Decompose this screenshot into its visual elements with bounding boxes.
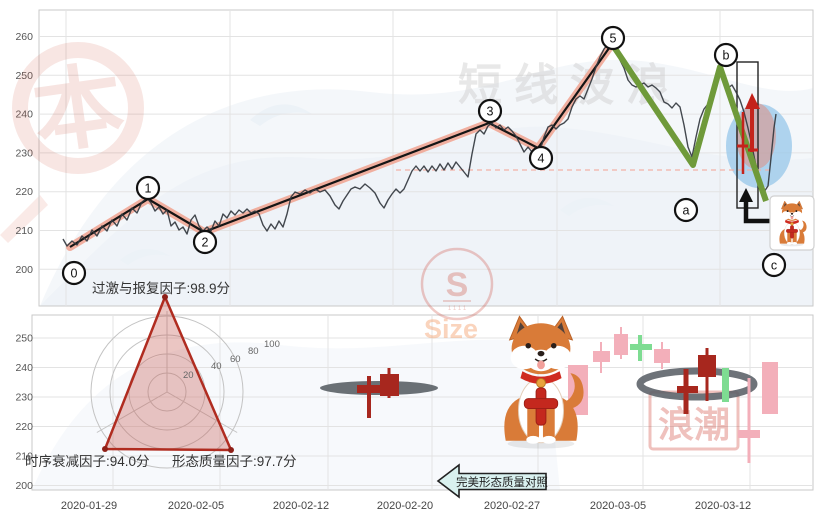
wave-label-5: 5 bbox=[600, 25, 626, 51]
wave-label-circle bbox=[528, 145, 554, 171]
compare-quality-label: 完美形态质量对照 bbox=[456, 475, 548, 489]
wave-label-text: a bbox=[683, 204, 690, 218]
seal-watermarks: 本 短线波浪 S 1 1 1 1 Size 浪潮 bbox=[12, 42, 740, 451]
candle-body bbox=[593, 351, 610, 362]
factor-score-label: 过激与报复因子:98.9分 bbox=[92, 280, 230, 296]
wave-label-circle bbox=[673, 197, 699, 223]
grid-layer: 2602502402302202102002502402302202102002… bbox=[15, 9, 814, 512]
y-tick-label: 210 bbox=[15, 451, 33, 463]
wave-label-b: b bbox=[713, 42, 739, 68]
wave-label-text: b bbox=[723, 49, 730, 63]
size-watermark: Size bbox=[424, 314, 478, 344]
y-tick-label: 200 bbox=[15, 480, 33, 492]
y-tick-label: 230 bbox=[15, 392, 33, 404]
wave-label-circle bbox=[477, 98, 503, 124]
bottom-seal-text: 浪潮 bbox=[658, 404, 730, 445]
y-tick-label: 200 bbox=[15, 264, 33, 276]
candle-body bbox=[630, 344, 652, 350]
chart-layer: 20406080100过激与报复因子:98.9分形态质量因子:97.7分时序衰减… bbox=[25, 25, 792, 469]
corner-seal-icon bbox=[12, 42, 144, 174]
wave-label-circle bbox=[761, 252, 787, 278]
factor-radar: 20 40 60 80 100 bbox=[90, 294, 280, 469]
wave-label-circle bbox=[713, 42, 739, 68]
y-tick-label: 250 bbox=[15, 333, 33, 345]
x-tick-label: 2020-02-05 bbox=[168, 500, 224, 512]
wave-art-watermark bbox=[0, 59, 813, 490]
y-tick-label: 230 bbox=[15, 147, 33, 159]
radar-spoke bbox=[166, 391, 238, 433]
center-seal-icon: S 1 1 1 1 bbox=[420, 247, 494, 321]
radar-spoke bbox=[96, 391, 168, 433]
wave-label-0: 0 bbox=[61, 260, 87, 286]
bottom-seal-icon: 浪潮 bbox=[648, 390, 740, 451]
price-line bbox=[62, 40, 777, 247]
wave-label-text: 1 bbox=[145, 182, 152, 196]
chart-spine bbox=[31, 314, 814, 491]
y-tick-label: 210 bbox=[15, 225, 33, 237]
y-tick-label: 240 bbox=[15, 362, 33, 374]
wave-label-3: 3 bbox=[477, 98, 503, 124]
wave-label-1: 1 bbox=[135, 175, 161, 201]
radar-scale-label: 20 bbox=[183, 370, 194, 381]
bent-arrow bbox=[743, 200, 771, 224]
x-tick-label: 2020-02-20 bbox=[377, 500, 433, 512]
impulse-trendline bbox=[69, 43, 613, 248]
chart-spine bbox=[38, 9, 814, 307]
candle-body bbox=[738, 430, 760, 438]
wave-label-text: 5 bbox=[610, 32, 617, 46]
wave-label-circle bbox=[61, 260, 87, 286]
factor-score-label: 形态质量因子:97.7分 bbox=[172, 454, 297, 469]
candle-body bbox=[722, 368, 729, 402]
wave-label-c: c bbox=[761, 252, 787, 278]
candle-body bbox=[614, 334, 628, 355]
x-tick-label: 2020-03-05 bbox=[590, 500, 646, 512]
wave-label-text: 2 bbox=[202, 236, 209, 250]
wave-label-text: 3 bbox=[487, 105, 494, 119]
candle-body bbox=[677, 386, 698, 393]
candle-body bbox=[762, 362, 778, 414]
radar-vertex-dot bbox=[162, 294, 168, 300]
wave-label-text: c bbox=[771, 259, 777, 273]
wave-label-text: 0 bbox=[71, 267, 78, 281]
gray-ring-highlight bbox=[636, 367, 758, 401]
x-tick-label: 2020-02-12 bbox=[273, 500, 329, 512]
candle-body bbox=[380, 374, 399, 396]
compare-quality-button[interactable]: 完美形态质量对照 bbox=[436, 463, 548, 499]
wave-label-text: 4 bbox=[538, 152, 545, 166]
center-seal-subtext: 1 1 1 1 bbox=[448, 306, 467, 312]
wave-label-a: a bbox=[673, 197, 699, 223]
bent-arrow-head-icon bbox=[739, 188, 753, 202]
radar-scale-label: 100 bbox=[264, 339, 280, 350]
wave-label-circle bbox=[600, 25, 626, 51]
wave-label-circle bbox=[135, 175, 161, 201]
radar-scale-label: 80 bbox=[248, 346, 259, 357]
radar-scale-label: 60 bbox=[230, 354, 241, 365]
radar-vertex-dot bbox=[228, 447, 234, 453]
y-tick-label: 220 bbox=[15, 421, 33, 433]
candle-body bbox=[357, 385, 381, 393]
radar-polygon bbox=[103, 295, 233, 452]
corner-seal-char: 本 bbox=[27, 54, 130, 166]
left-arrow-icon bbox=[436, 463, 547, 499]
candle-arrow-head bbox=[745, 93, 760, 109]
radar-vertex-dot bbox=[102, 446, 108, 452]
y-tick-label: 250 bbox=[15, 70, 33, 82]
x-tick-label: 2020-03-12 bbox=[695, 500, 751, 512]
wave-label-circle bbox=[192, 229, 218, 255]
wave-label-2: 2 bbox=[192, 229, 218, 255]
factor-score-label: 时序衰减因子:94.0分 bbox=[25, 453, 150, 469]
x-tick-label: 2020-01-29 bbox=[61, 500, 117, 512]
candle-body bbox=[654, 349, 670, 363]
y-tick-label: 220 bbox=[15, 186, 33, 198]
pattern-thumbnail[interactable] bbox=[769, 195, 815, 251]
radar-scale-label: 40 bbox=[211, 361, 222, 372]
candle-body bbox=[698, 355, 716, 377]
y-tick-label: 260 bbox=[15, 31, 33, 43]
x-tick-label: 2020-02-27 bbox=[484, 500, 540, 512]
center-seal-letter: S bbox=[446, 266, 469, 304]
y-tick-label: 240 bbox=[15, 109, 33, 121]
wave-label-4: 4 bbox=[528, 145, 554, 171]
